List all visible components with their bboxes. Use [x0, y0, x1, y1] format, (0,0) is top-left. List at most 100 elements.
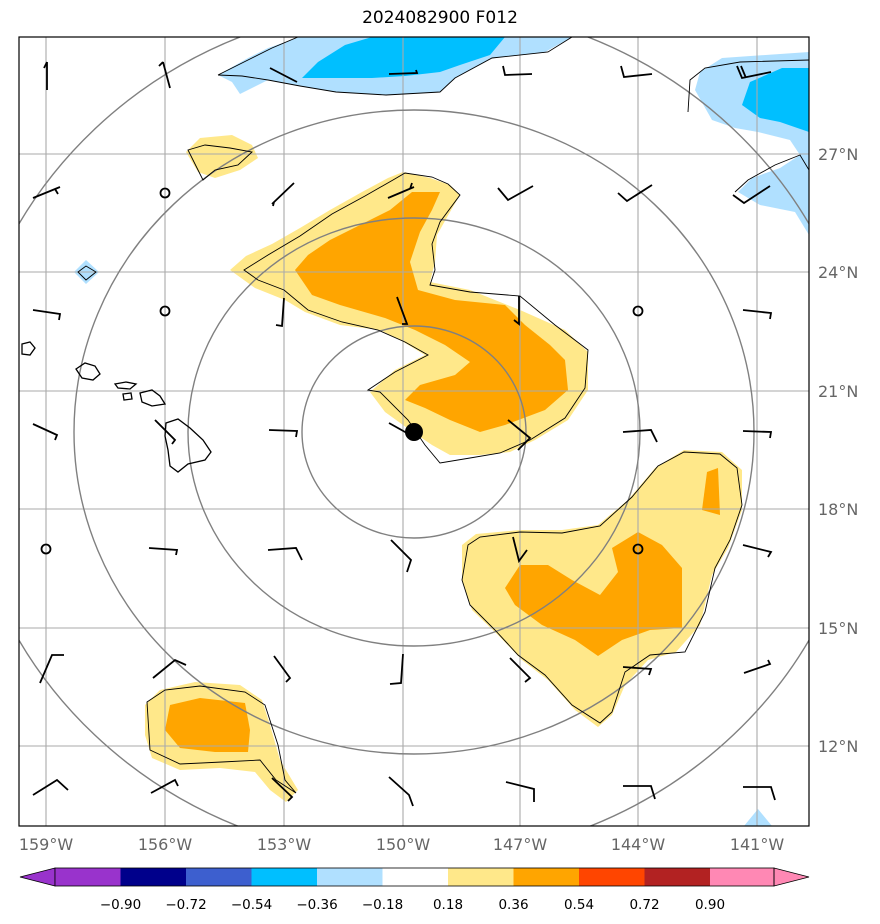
- lon-label: 159°W: [19, 835, 74, 854]
- island-hawaii: [164, 418, 212, 473]
- barb-r2-c4: [513, 296, 520, 326]
- barb-r5-c5: [622, 666, 653, 676]
- shade-pos-southeast: [462, 450, 742, 727]
- calm-r2-c5: [632, 305, 644, 317]
- colorbar: −0.90 −0.72 −0.54 −0.36 −0.18 0.18 0.36 …: [19, 867, 810, 913]
- barb-r5-c2: [273, 655, 292, 683]
- shade-neg-northeast-dark: [742, 68, 809, 132]
- contour-lines: [77, 37, 809, 794]
- calm-r4-c5: [632, 543, 644, 555]
- colorbar-extend-high: [773, 867, 810, 887]
- barb-r3-c4: [507, 419, 532, 451]
- lat-label: 15°N: [818, 619, 858, 638]
- ring-2: [187, 217, 641, 647]
- shade-pos-central-strong: [295, 192, 568, 432]
- colorbar-segment: [251, 868, 317, 886]
- barb-r6-c1: [150, 778, 179, 794]
- lat-label: 27°N: [818, 145, 858, 164]
- lat-label: 24°N: [818, 263, 858, 282]
- colorbar-segment: [644, 868, 710, 886]
- contour-northeast: [687, 59, 809, 193]
- barb-r0-c4: [502, 65, 533, 76]
- barb-r2-c2: [275, 297, 285, 328]
- barb-r1-c2: [271, 182, 295, 207]
- colorbar-segment: [382, 868, 448, 886]
- colorbar-label: −0.90: [100, 897, 141, 913]
- calm-r4-c0: [40, 543, 52, 555]
- barb-r2-c6: [742, 309, 773, 320]
- shade-neg-south: [744, 809, 772, 826]
- barb-r4-c1: [148, 547, 179, 556]
- barb-r6-c0: [32, 778, 69, 796]
- barb-r5-c0: [39, 654, 64, 684]
- barb-r3-c1: [154, 419, 177, 445]
- contour-southeast: [461, 451, 743, 724]
- lat-label: 12°N: [818, 737, 858, 756]
- barb-r0-c5: [620, 65, 653, 78]
- colorbar-label: −0.72: [165, 897, 206, 913]
- colorbar-segment: [55, 868, 121, 886]
- colorbar-label: 0.18: [433, 897, 463, 913]
- barb-r1-c0: [32, 186, 61, 199]
- contour-north: [217, 37, 573, 96]
- ring-1: [301, 325, 527, 539]
- colorbar-segment: [448, 868, 514, 886]
- lon-label: 141°W: [730, 835, 785, 854]
- barb-r6-c6: [743, 786, 776, 801]
- colorbar-label: 0.90: [695, 897, 725, 913]
- lat-label: 21°N: [818, 382, 858, 401]
- barb-r0-c0: [43, 61, 48, 90]
- shade-pos-east-strong: [702, 468, 720, 515]
- map-area: [19, 37, 809, 826]
- island-oahu: [113, 381, 138, 390]
- colorbar-segment: [710, 868, 774, 886]
- lat-axis: 27°N 24°N 21°N 18°N 15°N 12°N: [818, 145, 858, 756]
- colorbar-label: −0.18: [362, 897, 403, 913]
- colorbar-label: 0.54: [564, 897, 594, 913]
- barb-r2-c0: [32, 309, 62, 321]
- map-frame: [18, 36, 810, 827]
- colorbar-segment: [120, 868, 186, 886]
- barb-r1-c3: [387, 182, 415, 199]
- barb-r1-c5: [617, 184, 653, 203]
- lon-axis: 159°W 156°W 153°W 150°W 147°W 144°W 141°…: [19, 835, 785, 854]
- map-title: 2024082900 F012: [362, 8, 518, 28]
- barb-r4-c3: [390, 539, 413, 573]
- barb-r5-c1: [152, 658, 187, 679]
- calm-r1-c1: [159, 187, 171, 199]
- barb-r6-c3: [388, 776, 414, 807]
- contour-southwest: [146, 685, 297, 794]
- shade-pos-southwest-strong: [165, 698, 250, 752]
- barb-r6-c5: [623, 785, 656, 800]
- lon-label: 150°W: [376, 835, 431, 854]
- barb-r2-c3: [396, 296, 409, 325]
- barb-r4-c6: [742, 544, 773, 558]
- barb-r1-c4: [497, 185, 534, 202]
- island-kauai: [75, 362, 101, 381]
- colorbar-label: −0.36: [296, 897, 337, 913]
- island-maui: [139, 389, 167, 407]
- barb-r3-c5: [622, 429, 658, 443]
- colorbar-segment: [317, 868, 383, 886]
- lon-label: 144°W: [611, 835, 666, 854]
- barb-r0-c6: [736, 65, 772, 80]
- calm-r2-c1: [159, 305, 171, 317]
- contour-central: [243, 172, 589, 464]
- colorbar-segment: [513, 868, 579, 886]
- lon-label: 147°W: [493, 835, 548, 854]
- barb-r4-c2: [267, 547, 303, 561]
- barb-r6-c2: [271, 777, 294, 802]
- barb-r5-c4: [509, 657, 532, 683]
- colorbar-extend-low: [19, 867, 56, 887]
- island-molokai: [122, 392, 133, 401]
- barb-r0-c2: [269, 67, 298, 83]
- barb-r5-c6: [743, 659, 772, 674]
- barb-r3-c2: [268, 429, 299, 438]
- barb-r3-c0: [32, 423, 59, 441]
- colorbar-label: 0.72: [629, 897, 659, 913]
- colorbar-segment: [186, 868, 252, 886]
- colorbar-segment: [579, 868, 645, 886]
- colorbar-label: 0.36: [498, 897, 528, 913]
- island-kaula: [21, 341, 36, 356]
